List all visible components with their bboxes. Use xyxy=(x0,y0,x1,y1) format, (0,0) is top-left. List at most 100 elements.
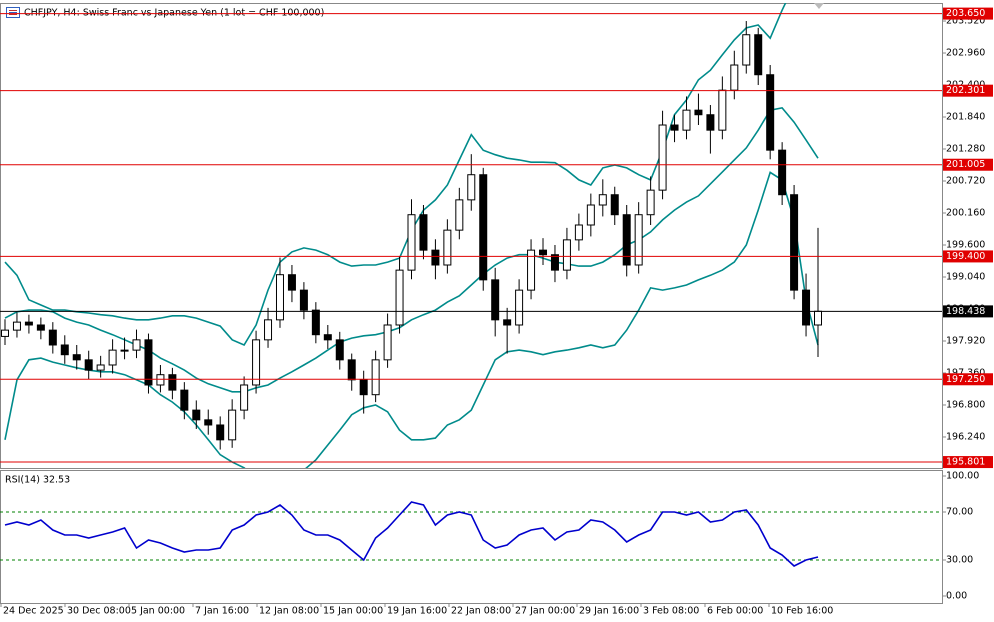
candle-body xyxy=(658,124,667,191)
candle-body xyxy=(539,249,548,256)
candle-body xyxy=(216,424,225,441)
candle-body xyxy=(742,34,751,66)
candle-body xyxy=(252,339,261,386)
x-tick-label: 30 Dec 08:00 xyxy=(67,606,131,617)
candle-body xyxy=(443,229,452,266)
current-price-label: 198.438 xyxy=(946,306,985,317)
candle-body xyxy=(60,344,69,356)
candle-body xyxy=(311,309,320,336)
y-tick-label: 197.920 xyxy=(946,335,985,346)
candle-body xyxy=(84,359,93,371)
shift-marker xyxy=(814,3,824,9)
candle-body xyxy=(574,224,583,241)
candle-body xyxy=(132,339,141,351)
candle-body xyxy=(586,204,595,226)
bollinger-band xyxy=(4,171,819,468)
candle-body xyxy=(96,364,105,371)
level-label-box xyxy=(943,250,993,263)
x-tick-label: 3 Feb 08:00 xyxy=(643,606,699,617)
candle-body xyxy=(455,199,464,231)
candle-body xyxy=(72,354,81,361)
candle-body xyxy=(120,349,129,352)
y-tick-label: 70.00 xyxy=(946,507,973,518)
candle-body xyxy=(395,269,404,326)
candle-body xyxy=(515,289,524,326)
candle-body xyxy=(168,374,177,391)
chart-title: CHFJPY, H4: Swiss Franc vs Japanese Yen … xyxy=(24,8,324,19)
y-tick-label: 196.800 xyxy=(946,399,985,410)
candle-body xyxy=(383,324,392,361)
x-tick-label: 7 Jan 16:00 xyxy=(195,606,249,617)
candle-body xyxy=(240,384,249,411)
candle-body xyxy=(598,194,607,206)
candle-body xyxy=(802,289,811,326)
candle-body xyxy=(527,249,536,291)
rsi-line xyxy=(4,501,819,567)
x-tick-label: 5 Jan 00:00 xyxy=(131,606,185,617)
y-tick-label: 200.720 xyxy=(946,176,985,187)
candle-body xyxy=(371,359,380,396)
level-label-box xyxy=(943,373,993,386)
level-label-box xyxy=(943,456,993,469)
price-plot xyxy=(0,3,942,468)
x-tick-label: 15 Jan 00:00 xyxy=(323,606,383,617)
candle-body xyxy=(718,89,727,131)
y-tick-label: 197.360 xyxy=(946,367,985,378)
candle-body xyxy=(479,174,488,281)
candle-body xyxy=(204,419,213,426)
x-tick-label: 12 Jan 08:00 xyxy=(259,606,319,617)
candle-body xyxy=(694,109,703,116)
rsi-plot xyxy=(0,501,942,567)
candle-body xyxy=(264,319,273,341)
y-tick-label: 196.240 xyxy=(946,431,985,442)
candle-body xyxy=(562,239,571,271)
level-label: 199.400 xyxy=(946,251,985,262)
candle-body xyxy=(431,249,440,266)
candle-body xyxy=(144,339,153,386)
level-label-box xyxy=(943,158,993,171)
candle-body xyxy=(299,289,308,311)
x-tick-label: 22 Jan 08:00 xyxy=(451,606,511,617)
bollinger-band xyxy=(4,3,787,347)
candle-body xyxy=(407,214,416,271)
y-tick-label: 100.00 xyxy=(946,471,979,482)
candle-body xyxy=(287,274,296,291)
candle-body xyxy=(754,34,763,76)
candle-body xyxy=(550,254,559,271)
y-tick-label: 0.00 xyxy=(946,591,967,602)
x-tick-label: 10 Feb 16:00 xyxy=(771,606,833,617)
current-price-box xyxy=(943,305,993,318)
level-label-box xyxy=(943,7,993,20)
level-label: 201.005 xyxy=(946,159,985,170)
candle-body xyxy=(335,339,344,361)
candle-body xyxy=(682,109,691,131)
main-panel xyxy=(0,3,943,469)
level-label-box xyxy=(943,84,993,97)
candle-body xyxy=(359,379,368,396)
candle-body xyxy=(228,409,237,441)
candle-body xyxy=(419,214,428,251)
candle-body xyxy=(766,74,775,151)
symbol-icon xyxy=(6,7,20,18)
y-tick-label: 30.00 xyxy=(946,555,973,566)
candle-body xyxy=(323,334,332,341)
rsi-title: RSI(14) 32.53 xyxy=(5,475,70,486)
candle-body xyxy=(634,214,643,266)
candle-body xyxy=(347,359,356,381)
candle-body xyxy=(706,114,715,131)
x-tick-label: 29 Jan 16:00 xyxy=(579,606,639,617)
candle-body xyxy=(12,321,21,331)
x-tick-label: 6 Feb 00:00 xyxy=(707,606,763,617)
x-tick-label: 24 Dec 2025 xyxy=(3,606,64,617)
candle-body xyxy=(275,274,284,321)
candle-body xyxy=(790,194,799,291)
candle-body xyxy=(180,389,189,411)
candle-body xyxy=(48,329,57,346)
candle-body xyxy=(730,64,739,91)
candle-body xyxy=(491,279,500,321)
candle-body xyxy=(24,321,33,326)
candle-body xyxy=(1,329,9,337)
axes: 203.520202.960202.400201.840201.280200.7… xyxy=(0,7,993,617)
